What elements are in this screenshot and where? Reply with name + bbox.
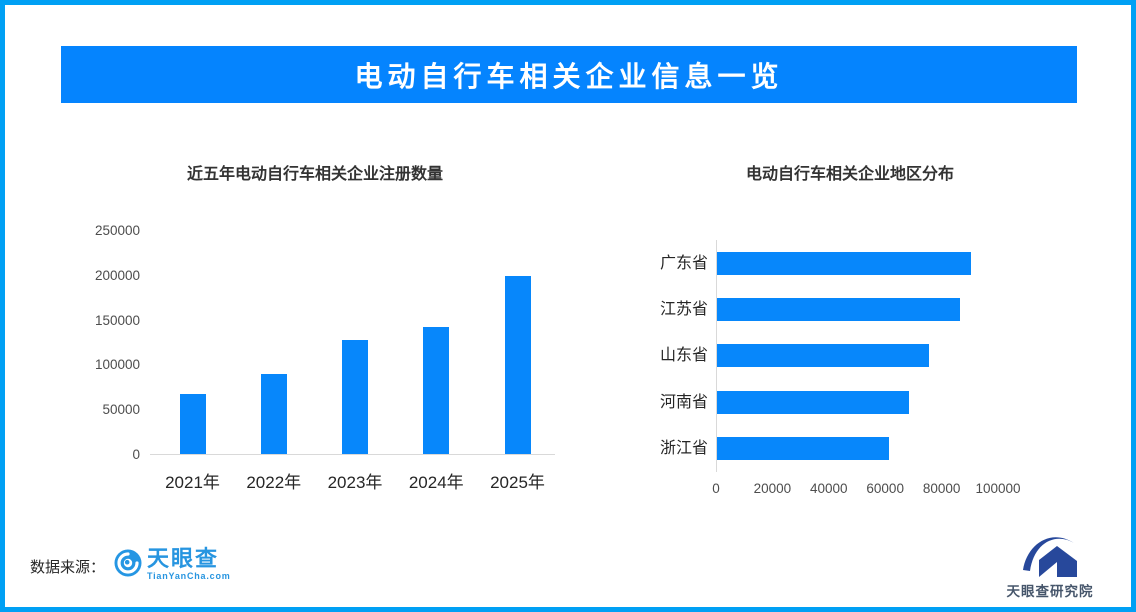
y-axis-line (716, 240, 717, 472)
page-title: 电动自行车相关企业信息一览 (354, 60, 784, 92)
bar (179, 394, 206, 455)
right-chart-title: 电动自行车相关企业地区分布 (745, 166, 954, 183)
registration-count-bar-chart: 近五年电动自行车相关企业注册数量 0 50000 100000 150000 20000… (60, 150, 570, 510)
y-tick-label: 0 (132, 447, 140, 462)
tianyancha-logo-texts: 天眼查 TianYanCha.com (147, 546, 231, 581)
tianyancha-research-logo: 天眼查研究院 (1002, 532, 1098, 600)
category-label: 河南省 (659, 393, 708, 411)
x-tick-label: 60000 (866, 481, 904, 496)
research-institute-name: 天眼查研究院 (1006, 584, 1094, 599)
category-label: 山东省 (659, 347, 708, 365)
category-label: 浙江省 (659, 439, 708, 457)
x-axis-category-label: 2023年 (327, 473, 383, 492)
tianyancha-logo-domain: TianYanCha.com (147, 571, 231, 581)
y-tick-label: 150000 (94, 312, 140, 328)
bar (717, 252, 971, 275)
x-tick-label: 100000 (975, 481, 1021, 496)
x-axis-category-label: 2021年 (165, 473, 220, 492)
bar (717, 390, 909, 414)
left-chart-plot-area (150, 231, 555, 455)
y-tick-label: 100000 (94, 357, 140, 373)
x-tick-label: 0 (712, 481, 720, 496)
research-institute-icon (1023, 537, 1077, 577)
left-chart-title: 近五年电动自行车相关企业注册数量 (186, 166, 443, 183)
x-axis-category-label: 2024年 (408, 473, 464, 492)
bar (717, 298, 960, 322)
category-label: 江苏省 (659, 301, 708, 319)
tianyancha-eye-icon (114, 549, 142, 577)
y-tick-label: 50000 (102, 402, 140, 418)
y-tick-label: 200000 (94, 267, 140, 283)
x-axis-line (150, 454, 555, 455)
bar (342, 340, 368, 455)
tianyancha-logo: 天眼查 TianYanCha.com (114, 546, 231, 581)
bar (423, 326, 450, 455)
category-label: 广东省 (659, 255, 708, 272)
bar (717, 344, 929, 368)
y-tick-label: 250000 (94, 223, 140, 238)
x-tick-label: 40000 (810, 481, 848, 496)
data-source-label: 数据来源： (30, 559, 106, 576)
bar (504, 275, 531, 455)
bar (717, 436, 890, 460)
x-tick-label: 20000 (753, 481, 792, 496)
region-distribution-bar-chart: 电动自行车相关企业地区分布 广东省江苏省山东省河南省浙江省 0 20000 40000… (620, 150, 1080, 510)
bar (260, 374, 287, 455)
title-banner: 电动自行车相关企业信息一览 (61, 46, 1077, 103)
tianyancha-logo-name: 天眼查 (147, 546, 220, 571)
x-axis-category-label: 2022年 (246, 473, 302, 492)
x-tick-label: 80000 (922, 481, 961, 496)
x-axis-category-label: 2025年 (490, 473, 545, 492)
